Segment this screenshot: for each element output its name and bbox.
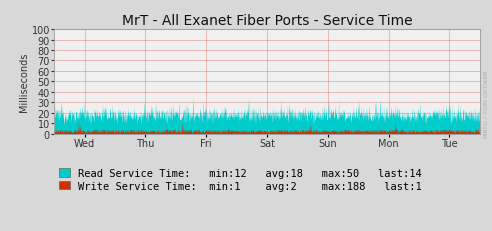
Legend: Read Service Time:   min:12   avg:18   max:50   last:14, Write Service Time:  mi: Read Service Time: min:12 avg:18 max:50 …: [60, 168, 422, 191]
Text: MRTG / TOBI OETIKER: MRTG / TOBI OETIKER: [483, 70, 488, 138]
Title: MrT - All Exanet Fiber Ports - Service Time: MrT - All Exanet Fiber Ports - Service T…: [122, 14, 412, 27]
Y-axis label: Milliseconds: Milliseconds: [19, 52, 29, 112]
